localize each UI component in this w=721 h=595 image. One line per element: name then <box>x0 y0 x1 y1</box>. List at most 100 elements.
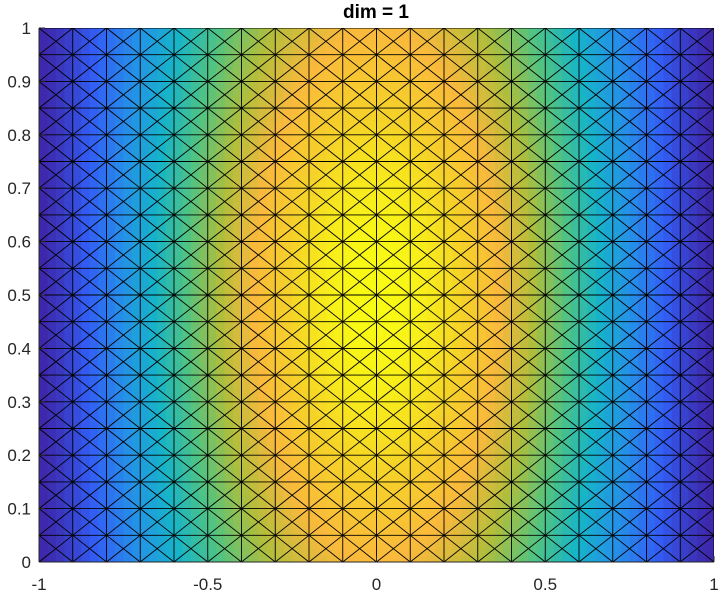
field-cell <box>359 154 369 163</box>
field-cell <box>494 348 504 356</box>
field-cell <box>359 48 369 56</box>
field-cell <box>536 488 546 496</box>
field-cell <box>233 281 243 289</box>
field-cell <box>342 361 352 370</box>
field-cell <box>199 68 209 76</box>
field-cell <box>528 74 538 82</box>
field-cell <box>114 348 124 356</box>
field-cell <box>444 435 454 443</box>
field-cell <box>342 201 352 209</box>
field-cell <box>81 375 91 383</box>
field-cell <box>536 415 546 423</box>
field-cell <box>384 74 394 82</box>
field-cell <box>64 281 74 289</box>
field-cell <box>545 468 555 476</box>
field-cell <box>486 161 496 169</box>
field-cell <box>98 408 108 416</box>
field-cell <box>258 421 268 430</box>
field-cell <box>334 148 344 156</box>
field-cell <box>452 128 462 136</box>
field-cell <box>199 228 209 236</box>
field-cell <box>334 228 344 236</box>
field-cell <box>148 234 158 243</box>
field-cell <box>64 355 74 363</box>
field-cell <box>401 541 411 550</box>
field-cell <box>123 101 133 109</box>
field-cell <box>241 68 251 76</box>
field-cell <box>249 208 259 216</box>
field-cell <box>275 114 285 123</box>
field-cell <box>106 174 116 183</box>
field-cell <box>292 154 302 163</box>
field-cell <box>460 555 470 562</box>
field-cell <box>351 268 361 276</box>
field-cell <box>165 141 175 149</box>
field-cell <box>494 54 504 62</box>
field-cell <box>199 381 209 390</box>
field-cell <box>249 375 259 383</box>
field-cell <box>384 315 394 323</box>
field-cell <box>486 268 496 276</box>
field-cell <box>334 34 344 42</box>
field-cell <box>477 408 487 416</box>
field-cell <box>157 188 167 196</box>
field-cell <box>275 301 285 309</box>
field-cell <box>131 201 141 209</box>
field-cell <box>477 141 487 149</box>
field-cell <box>258 401 268 410</box>
field-cell <box>325 74 335 82</box>
field-cell <box>283 401 293 410</box>
field-cell <box>351 214 361 223</box>
field-cell <box>309 548 319 556</box>
field-cell <box>435 68 445 76</box>
field-cell <box>182 108 192 116</box>
field-cell <box>216 101 226 109</box>
field-cell <box>410 201 420 209</box>
field-cell <box>224 555 234 562</box>
field-cell <box>410 488 420 496</box>
field-cell <box>460 535 470 543</box>
field-cell <box>393 101 403 109</box>
field-cell <box>140 274 150 283</box>
field-cell <box>452 295 462 303</box>
field-cell <box>469 41 479 49</box>
field-cell <box>460 321 470 329</box>
field-cell <box>452 535 462 543</box>
field-cell <box>249 241 259 249</box>
field-cell <box>292 455 302 463</box>
field-cell <box>216 241 226 249</box>
field-cell <box>511 148 521 156</box>
field-cell <box>157 101 167 109</box>
field-cell <box>519 28 529 36</box>
field-cell <box>81 188 91 196</box>
field-cell <box>401 194 411 203</box>
field-cell <box>351 234 361 243</box>
field-cell <box>224 428 234 436</box>
field-cell <box>317 508 327 516</box>
field-cell <box>359 134 369 143</box>
field-cell <box>300 174 310 183</box>
field-cell <box>334 521 344 530</box>
field-cell <box>283 421 293 430</box>
field-cell <box>342 41 352 49</box>
field-cell <box>418 154 428 163</box>
field-cell <box>39 94 49 103</box>
field-cell <box>190 401 200 410</box>
field-cell <box>351 448 361 456</box>
field-cell <box>190 101 200 109</box>
field-cell <box>325 455 335 463</box>
field-cell <box>503 274 513 283</box>
field-cell <box>72 488 82 496</box>
field-cell <box>275 88 285 96</box>
field-cell <box>300 541 310 550</box>
field-cell <box>562 368 572 376</box>
field-cell <box>477 114 487 123</box>
field-cell <box>553 501 563 510</box>
field-cell <box>224 321 234 329</box>
field-cell <box>309 361 319 370</box>
field-cell <box>384 241 394 249</box>
field-cell <box>545 34 555 42</box>
field-cell <box>536 335 546 343</box>
field-cell <box>114 241 124 249</box>
